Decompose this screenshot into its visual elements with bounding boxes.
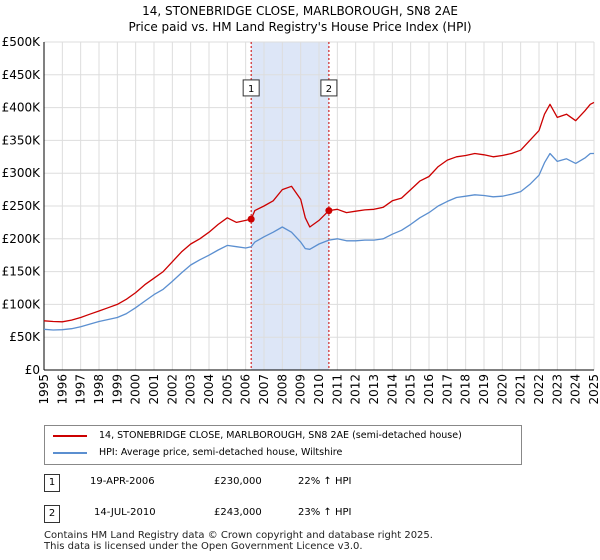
sale-marker-box-frame xyxy=(242,79,260,97)
x-tick-label: 2015 xyxy=(404,374,418,405)
transaction-date: 19-APR-2006 xyxy=(90,476,155,487)
x-tick-label: 2017 xyxy=(440,374,454,405)
x-tick-label: 1997 xyxy=(74,374,88,405)
sale-marker-label: 2 xyxy=(326,84,332,95)
x-tick-label: 2020 xyxy=(495,374,509,405)
x-tick-label: 2019 xyxy=(477,374,491,405)
legend-swatch-property xyxy=(53,435,87,437)
x-tick-label: 2010 xyxy=(312,374,326,405)
legend-swatch-hpi xyxy=(53,452,87,454)
x-tick-label: 2006 xyxy=(239,374,253,405)
sale-point xyxy=(247,215,255,223)
attribution-line2: This data is licensed under the Open Gov… xyxy=(44,541,363,552)
sale-marker-box-frame xyxy=(320,79,338,97)
chart-title-line2: Price paid vs. HM Land Registry's House … xyxy=(128,20,472,34)
series-line-hpi xyxy=(43,152,594,331)
x-tick-label: 2001 xyxy=(147,374,161,405)
transaction-number: 1 xyxy=(44,474,60,492)
transaction-date: 14-JUL-2010 xyxy=(94,507,156,518)
y-tick-label: £350K xyxy=(2,133,42,147)
sale-marker-box: 2 xyxy=(320,79,338,97)
x-tick-label: 1999 xyxy=(110,374,124,405)
y-tick-label: £200K xyxy=(2,232,42,246)
sale-marker-label: 1 xyxy=(248,84,254,95)
sale-marker-box: 1 xyxy=(242,79,260,97)
x-tick-label: 2004 xyxy=(202,374,216,405)
transaction-hpi-change: 22% ↑ HPI xyxy=(298,476,352,487)
x-tick-label: 2003 xyxy=(184,374,198,405)
legend-label-hpi: HPI: Average price, semi-detached house,… xyxy=(99,447,343,458)
transaction-price: £230,000 xyxy=(214,476,262,487)
y-tick-label: £0 xyxy=(25,363,40,377)
transaction-hpi-change: 23% ↑ HPI xyxy=(298,507,352,518)
y-tick-label: £100K xyxy=(2,297,42,311)
x-tick-label: 1996 xyxy=(55,374,69,405)
y-tick-label: £50K xyxy=(9,330,41,344)
x-tick-label: 2021 xyxy=(514,374,528,405)
sale-point xyxy=(325,207,333,215)
x-tick-label: 2007 xyxy=(257,374,271,405)
x-tick-label: 2022 xyxy=(532,374,546,405)
y-tick-label: £450K xyxy=(2,68,42,82)
y-tick-label: £500K xyxy=(2,35,42,49)
chart-legend: 14, STONEBRIDGE CLOSE, MARLBOROUGH, SN8 … xyxy=(44,425,522,465)
transaction-price: £243,000 xyxy=(214,507,262,518)
x-tick-label: 2002 xyxy=(165,374,179,405)
attribution-line1: Contains HM Land Registry data © Crown c… xyxy=(44,530,433,541)
legend-label-property: 14, STONEBRIDGE CLOSE, MARLBOROUGH, SN8 … xyxy=(99,430,462,441)
y-tick-label: £150K xyxy=(2,265,42,279)
x-tick-label: 2012 xyxy=(349,374,363,405)
x-tick-label: 1998 xyxy=(92,374,106,405)
x-tick-label: 2005 xyxy=(220,374,234,405)
series-line-property xyxy=(43,101,595,323)
transaction-number: 2 xyxy=(44,505,60,523)
chart-title-line1: 14, STONEBRIDGE CLOSE, MARLBOROUGH, SN8 … xyxy=(142,4,458,18)
x-tick-label: 2014 xyxy=(385,374,399,405)
attribution: Contains HM Land Registry data © Crown c… xyxy=(44,530,433,552)
x-tick-label: 2023 xyxy=(550,374,564,405)
x-tick-label: 2011 xyxy=(330,374,344,405)
x-tick-label: 2009 xyxy=(294,374,308,405)
x-tick-label: 2018 xyxy=(459,374,473,405)
y-tick-label: £300K xyxy=(2,166,42,180)
x-tick-label: 2000 xyxy=(129,374,143,405)
x-tick-label: 2013 xyxy=(367,374,381,405)
x-tick-label: 1995 xyxy=(37,374,51,405)
x-tick-label: 2008 xyxy=(275,374,289,405)
price-chart: £0 £50K £100K £150K £200K £250K £300K £350K £400… xyxy=(2,35,600,405)
x-tick-label: 2016 xyxy=(422,374,436,405)
x-tick-label: 2025 xyxy=(587,374,600,405)
x-tick-label: 2024 xyxy=(569,374,583,405)
y-tick-label: £250K xyxy=(2,199,42,213)
y-tick-label: £400K xyxy=(2,101,42,115)
